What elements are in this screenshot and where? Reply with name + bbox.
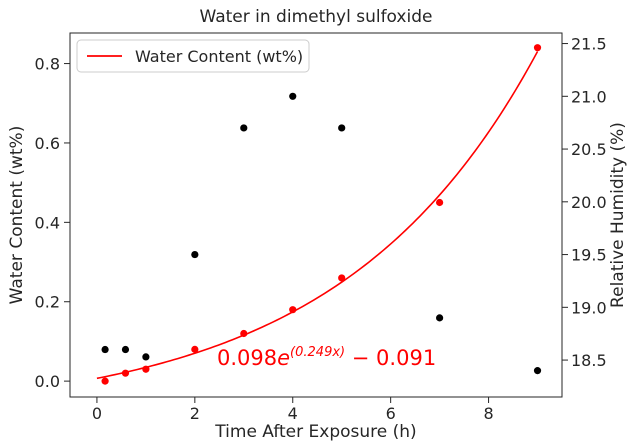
legend-box <box>76 39 310 73</box>
humidity-point <box>191 250 199 259</box>
humidity-point <box>338 124 346 132</box>
x-tick-label: 4 <box>288 404 298 423</box>
eq-coefficient: 0.098 <box>217 346 277 370</box>
y-right-tick-label: 20.5 <box>571 140 607 159</box>
water-point <box>191 345 199 353</box>
eq-offset: − 0.091 <box>345 346 436 370</box>
water-point <box>101 377 109 385</box>
water-points <box>101 44 542 385</box>
plot-frame <box>69 32 563 398</box>
y-axis-label: Water Content (wt%) <box>7 126 27 305</box>
x-tick-label: 2 <box>190 404 200 423</box>
y-right-tick-label: 19.0 <box>571 298 607 317</box>
y-right-tick-label: 21.0 <box>571 87 607 106</box>
y-right-tick-label: 21.5 <box>571 35 607 54</box>
fit-equation: 0.098e(0.249x) − 0.091 <box>217 345 436 370</box>
y-tick-label: 0.2 <box>35 293 60 312</box>
humidity-point <box>436 314 444 322</box>
humidity-point <box>240 124 248 132</box>
water-point <box>240 329 248 338</box>
humidity-point <box>533 367 542 375</box>
y-tick-label: 0.8 <box>35 55 60 74</box>
y-tick-label: 0.0 <box>35 372 60 391</box>
y-right-tick-label: 20.0 <box>571 193 607 212</box>
water-point <box>533 44 542 52</box>
eq-base: e <box>277 346 290 370</box>
x-axis-label: Time After Exposure (h) <box>214 422 416 442</box>
chart-title: Water in dimethyl sulfoxide <box>200 7 433 27</box>
humidity-points <box>101 92 542 375</box>
legend: Water Content (wt%) <box>76 39 310 73</box>
water-point <box>121 369 130 377</box>
humidity-point <box>101 345 109 354</box>
y-axis-ticks: 0.0 0.2 0.4 0.6 0.8 <box>35 55 70 391</box>
y-right-tick-label: 19.5 <box>571 246 607 265</box>
legend-label: Water Content (wt%) <box>135 47 303 66</box>
fit-curve <box>96 51 539 380</box>
water-point <box>142 365 150 373</box>
humidity-point <box>121 345 130 354</box>
eq-exponent: (0.249x) <box>290 345 345 360</box>
x-tick-label: 8 <box>483 404 493 423</box>
humidity-point <box>142 353 150 361</box>
x-tick-label: 6 <box>386 404 396 423</box>
x-axis-ticks: 0 2 4 6 8 <box>92 397 494 423</box>
y-right-tick-label: 18.5 <box>571 351 607 370</box>
y-axis-right-ticks: 18.5 19.0 19.5 20.0 20.5 21.0 21.5 <box>562 35 607 370</box>
water-point <box>436 198 444 207</box>
water-point <box>289 306 297 314</box>
water-point <box>338 274 346 282</box>
humidity-point <box>289 92 297 100</box>
x-tick-label: 0 <box>92 404 102 423</box>
y-axis-right-label: Relative Humidity (%) <box>608 122 628 308</box>
y-tick-label: 0.6 <box>35 134 60 153</box>
y-tick-label: 0.4 <box>35 213 60 232</box>
